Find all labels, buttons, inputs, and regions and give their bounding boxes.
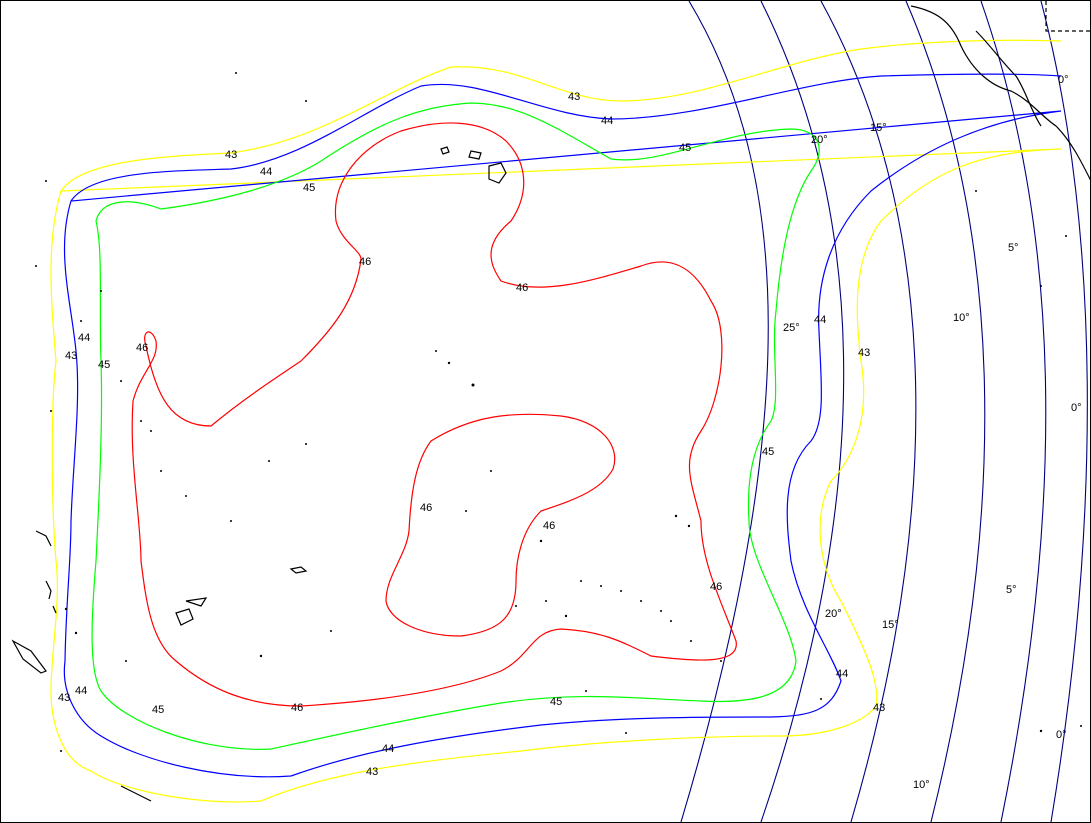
contour-label-45: 45 xyxy=(152,704,164,716)
contour-label-44: 44 xyxy=(382,743,394,755)
contour-label-44: 44 xyxy=(814,314,826,326)
contour-label-44: 44 xyxy=(75,685,87,697)
south-america-bit xyxy=(120,785,152,802)
contour-label-45: 45 xyxy=(98,359,110,371)
contour-46 xyxy=(131,122,737,707)
contour-label-45: 45 xyxy=(550,696,562,708)
contour-label-43: 43 xyxy=(873,702,885,714)
island-dots xyxy=(35,72,1082,752)
elevation-label: 20° xyxy=(825,608,842,620)
elevation-arc-20 xyxy=(760,1,845,822)
contour-label-45: 45 xyxy=(679,142,691,154)
contour-label-45: 45 xyxy=(762,446,774,458)
contour-label-44: 44 xyxy=(260,166,272,178)
contour-label-46: 46 xyxy=(516,282,528,294)
vanuatu xyxy=(45,580,57,614)
samoa xyxy=(289,566,308,574)
contour-label-46: 46 xyxy=(420,502,432,514)
elevation-label: 5° xyxy=(1006,584,1017,596)
contour-labels-44: 44 44 44 44 44 44 44 xyxy=(75,115,848,755)
hawaii-big-island xyxy=(488,162,507,184)
border-line xyxy=(1045,1,1090,32)
contour-label-43: 43 xyxy=(858,347,870,359)
contour-line-43 xyxy=(50,39,1062,803)
contour-line-46-inner xyxy=(385,413,616,637)
contour-labels-45: 45 45 45 45 45 45 xyxy=(98,142,774,716)
contour-44 xyxy=(63,73,1062,778)
elevation-arc-0 xyxy=(1040,1,1088,822)
contour-label-43: 43 xyxy=(58,692,70,704)
elevation-label: 15° xyxy=(882,619,899,631)
solomon-islands xyxy=(35,530,52,547)
contour-labels-46: 46 46 46 46 46 46 46 xyxy=(136,256,722,714)
contour-label-46: 46 xyxy=(359,256,371,268)
elevation-label: 20° xyxy=(811,134,828,146)
contour-label-43: 43 xyxy=(366,766,378,778)
contour-labels-43: 43 43 43 43 43 43 43 xyxy=(58,91,885,778)
contour-label-43: 43 xyxy=(568,91,580,103)
contour-label-46: 46 xyxy=(291,702,303,714)
contour-label-46: 46 xyxy=(136,342,148,354)
elevation-label: 0° xyxy=(1056,729,1067,741)
elevation-label: 10° xyxy=(953,312,970,324)
elevation-label: 25° xyxy=(783,322,800,334)
elevation-arc-5 xyxy=(980,1,1047,822)
elevation-label: 10° xyxy=(913,779,930,791)
contour-43 xyxy=(50,39,1062,803)
contour-label-46: 46 xyxy=(710,581,722,593)
elevation-label: 5° xyxy=(1008,242,1019,254)
contour-label-43: 43 xyxy=(65,350,77,362)
fiji-vanua-levu xyxy=(185,597,208,607)
contour-label-44: 44 xyxy=(78,332,90,344)
elevation-labels: 20° 15° 25° 10° 5° 0° 0° 20° 15° 10° 5° … xyxy=(783,74,1082,791)
new-caledonia xyxy=(11,639,47,674)
contour-label-44: 44 xyxy=(601,115,613,127)
contour-45 xyxy=(91,102,820,750)
baja-california-coast xyxy=(975,30,1042,127)
hawaii-kauai xyxy=(440,146,450,155)
contour-line-46 xyxy=(131,122,737,707)
elevation-label: 0° xyxy=(1071,402,1082,414)
contour-label-43: 43 xyxy=(225,149,237,161)
contour-line-44 xyxy=(63,73,1062,778)
elevation-arc-10 xyxy=(905,1,986,822)
contour-line-45 xyxy=(91,102,820,750)
elevation-label: 0° xyxy=(1058,74,1069,86)
contour-label-46: 46 xyxy=(543,520,555,532)
fiji-viti-levu xyxy=(175,608,194,626)
north-america-coast xyxy=(910,5,1090,181)
elevation-arc-15 xyxy=(820,1,917,822)
contour-label-45: 45 xyxy=(303,182,315,194)
contour-label-44: 44 xyxy=(836,668,848,680)
hawaii-maui xyxy=(468,150,482,160)
elevation-label: 15° xyxy=(870,122,887,134)
coastlines xyxy=(11,1,1090,802)
